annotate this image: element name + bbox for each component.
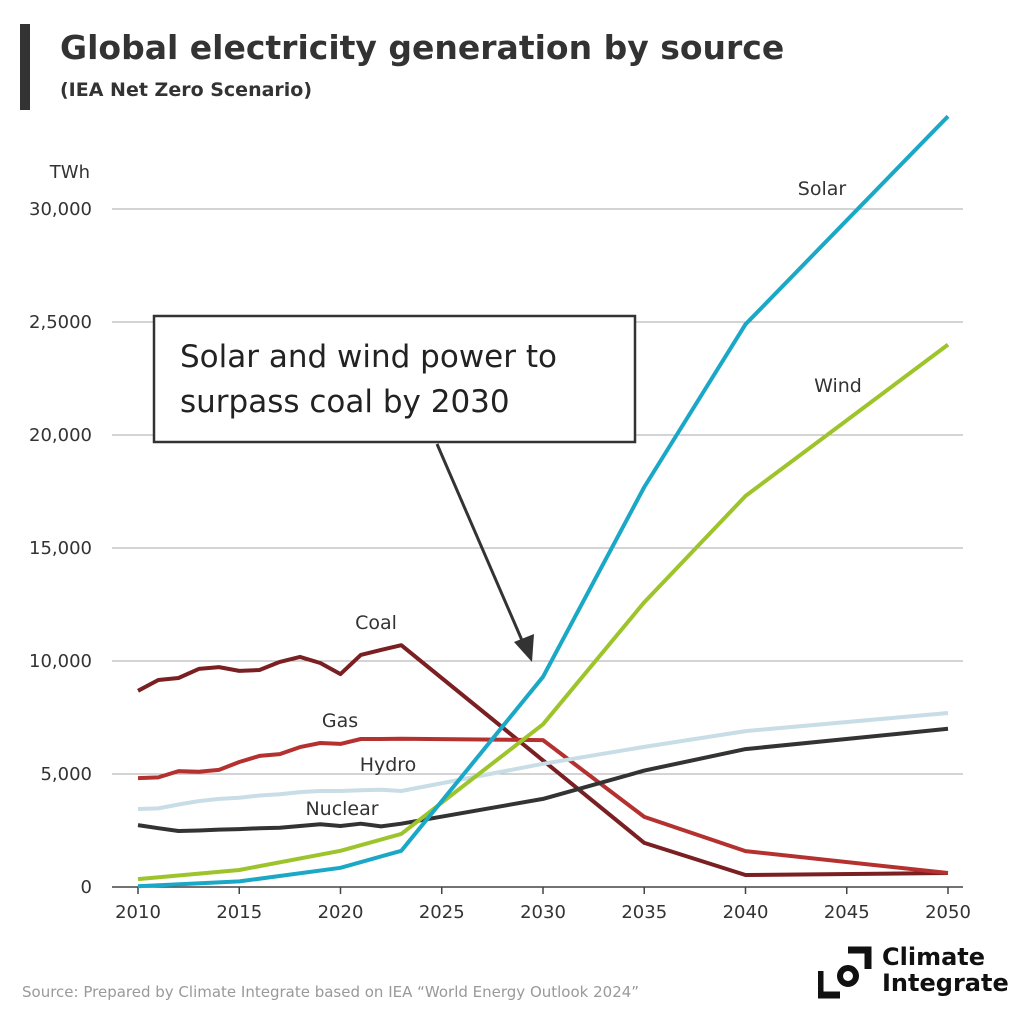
series-label-coal: Coal xyxy=(355,612,397,634)
x-tick-label: 2040 xyxy=(723,902,769,923)
series-line-nuclear xyxy=(137,726,949,833)
x-tick-label: 2020 xyxy=(318,902,364,923)
y-tick-label: 15,000 xyxy=(29,538,92,559)
y-tick-label: 30,000 xyxy=(29,199,92,220)
series-line-gas xyxy=(137,736,949,875)
climate-integrate-logo-icon xyxy=(818,946,872,999)
x-tick-label: 2015 xyxy=(216,902,262,923)
logo-line1: Climate xyxy=(882,943,986,971)
x-tick-label: 2050 xyxy=(925,902,971,923)
x-tick-label: 2045 xyxy=(824,902,870,923)
annotation-box xyxy=(152,314,637,444)
series-label-gas: Gas xyxy=(322,710,358,732)
series-label-nuclear: Nuclear xyxy=(305,798,378,820)
series-line-hydro xyxy=(137,711,949,811)
y-axis-unit: TWh xyxy=(49,162,90,183)
y-tick-label: 10,000 xyxy=(29,651,92,672)
x-tick-label: 2035 xyxy=(621,902,667,923)
x-tick-label: 2030 xyxy=(520,902,566,923)
x-tick-label: 2025 xyxy=(419,902,465,923)
chart-subtitle: (IEA Net Zero Scenario) xyxy=(60,79,313,101)
title-accent-bar xyxy=(20,24,30,110)
x-tick-label: 2010 xyxy=(115,902,161,923)
series-line-solar xyxy=(137,114,950,889)
annotation-arrow-head xyxy=(514,634,534,662)
annotation-line2: surpass coal by 2030 xyxy=(180,384,510,420)
logo-text: Climate Integrate xyxy=(882,944,1009,996)
logo-line2: Integrate xyxy=(882,969,1009,997)
annotation-line1: Solar and wind power to xyxy=(180,339,557,375)
series-line-wind xyxy=(137,342,950,882)
y-tick-label: 20,000 xyxy=(29,425,92,446)
source-note: Source: Prepared by Climate Integrate ba… xyxy=(22,983,640,1001)
y-tick-label: 5,000 xyxy=(40,764,92,785)
y-tick-label: 0 xyxy=(81,877,92,898)
chart-title: Global electricity generation by source xyxy=(60,28,785,67)
series-label-wind: Wind xyxy=(814,375,862,397)
series-label-solar: Solar xyxy=(798,178,847,200)
series-line-coal xyxy=(137,643,949,877)
annotation-arrow-shaft xyxy=(435,443,526,646)
series-label-hydro: Hydro xyxy=(360,754,417,776)
y-tick-label: 2,5000 xyxy=(29,312,92,333)
